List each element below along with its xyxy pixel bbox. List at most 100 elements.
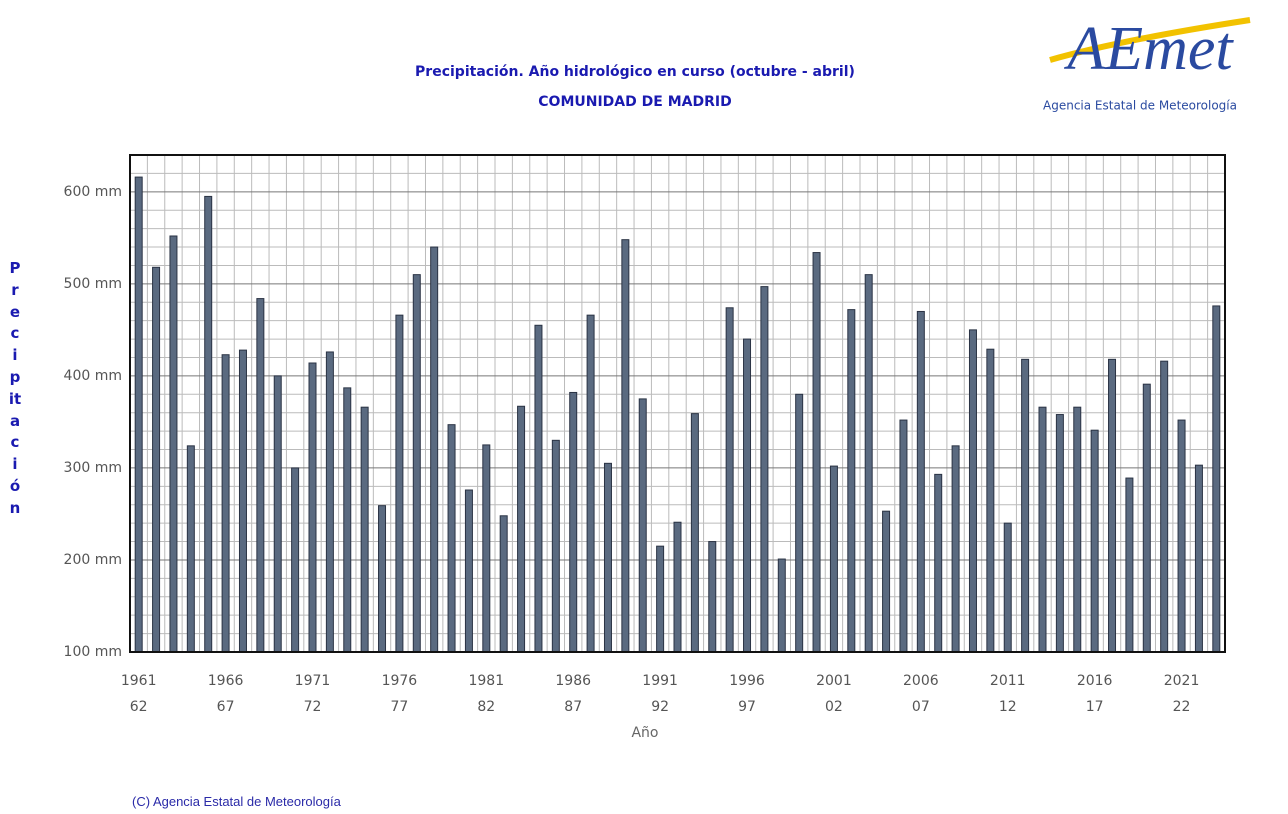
bar [1212, 305, 1221, 653]
bar [482, 444, 491, 653]
x-tick-sublabel: 92 [651, 699, 669, 715]
bar [1055, 414, 1064, 653]
x-tick-sublabel: 97 [738, 699, 756, 715]
bar [325, 351, 334, 653]
bar [447, 424, 456, 653]
x-tick-label: 2021 [1164, 673, 1200, 689]
bar [464, 489, 473, 653]
bar [430, 246, 439, 653]
chart-title: Precipitación. Año hidrológico en curso … [415, 64, 855, 80]
bar [499, 515, 508, 653]
bar [986, 348, 995, 653]
bar [412, 274, 421, 653]
bar [864, 274, 873, 653]
bar [656, 545, 665, 653]
x-tick-sublabel: 62 [130, 699, 148, 715]
x-tick-sublabel: 72 [304, 699, 322, 715]
bar [1142, 383, 1151, 653]
y-tick-label: 200 mm [64, 552, 122, 568]
x-tick-label: 1966 [208, 673, 244, 689]
bar [899, 419, 908, 653]
bar [343, 387, 352, 653]
bar [847, 309, 856, 653]
bar [812, 252, 821, 653]
bar [378, 505, 387, 653]
x-tick-label: 1961 [121, 673, 157, 689]
footer: (C) Agencia Estatal de Meteorología [132, 794, 341, 809]
chart-subtitle: COMUNIDAD DE MADRID [538, 94, 731, 110]
x-tick-sublabel: 22 [1173, 699, 1191, 715]
y-tick-label: 300 mm [64, 460, 122, 476]
bar [795, 393, 804, 653]
bar [603, 462, 612, 653]
x-tick-label: 2001 [816, 673, 852, 689]
x-tick-label: 2011 [990, 673, 1026, 689]
bar [204, 195, 213, 653]
y-tick-label: 500 mm [64, 276, 122, 292]
bar [291, 467, 300, 653]
x-tick-sublabel: 02 [825, 699, 843, 715]
bar [1090, 429, 1099, 653]
bar [1177, 419, 1186, 653]
bar [882, 510, 891, 653]
bar [1073, 406, 1082, 653]
bar [134, 176, 143, 653]
bar [1021, 358, 1030, 653]
bar [273, 375, 282, 653]
bar [725, 307, 734, 653]
x-tick-label: 2006 [903, 673, 939, 689]
bar [951, 445, 960, 653]
bar [673, 521, 682, 653]
bar [395, 314, 404, 653]
bar [638, 398, 647, 653]
bar [1125, 477, 1134, 653]
bar [256, 298, 265, 653]
bar [517, 405, 526, 653]
bar [569, 391, 578, 653]
bar [551, 439, 560, 653]
bar [1160, 360, 1169, 653]
x-axis-label: Año [631, 725, 658, 741]
x-tick-label: 1986 [555, 673, 591, 689]
x-tick-label: 1991 [642, 673, 678, 689]
bar [1038, 406, 1047, 653]
x-tick-sublabel: 77 [390, 699, 408, 715]
bar [708, 541, 717, 653]
bar [1003, 522, 1012, 653]
bar [934, 473, 943, 653]
x-tick-sublabel: 87 [564, 699, 582, 715]
x-tick-sublabel: 17 [1086, 699, 1104, 715]
x-tick-label: 2016 [1077, 673, 1113, 689]
x-tick-label: 1981 [468, 673, 504, 689]
x-tick-sublabel: 12 [999, 699, 1017, 715]
bar [621, 239, 630, 653]
logo-name: AEmet [1063, 15, 1234, 83]
bar [152, 266, 161, 653]
bar [690, 413, 699, 653]
bar [186, 445, 195, 653]
bar [238, 349, 247, 653]
bar [534, 324, 543, 653]
x-tick-label: 1971 [295, 673, 331, 689]
bar [308, 362, 317, 653]
bar [829, 465, 838, 653]
bar [916, 310, 925, 653]
bar [760, 286, 769, 653]
x-tick-sublabel: 67 [217, 699, 235, 715]
bar [1108, 358, 1117, 653]
x-tick-sublabel: 07 [912, 699, 930, 715]
bar [968, 329, 977, 653]
bar [743, 338, 752, 653]
logo-subtitle: Agencia Estatal de Meteorología [1043, 99, 1237, 113]
y-axis-label: Precipitación [8, 259, 22, 517]
x-tick-label: 1976 [382, 673, 418, 689]
x-tick-label: 1996 [729, 673, 765, 689]
x-tick-sublabel: 82 [477, 699, 495, 715]
y-tick-label: 400 mm [64, 368, 122, 384]
bar [777, 558, 786, 653]
y-tick-label: 100 mm [64, 644, 122, 660]
plot-frame [129, 154, 1226, 653]
bar [221, 354, 230, 653]
bar [1194, 464, 1203, 653]
